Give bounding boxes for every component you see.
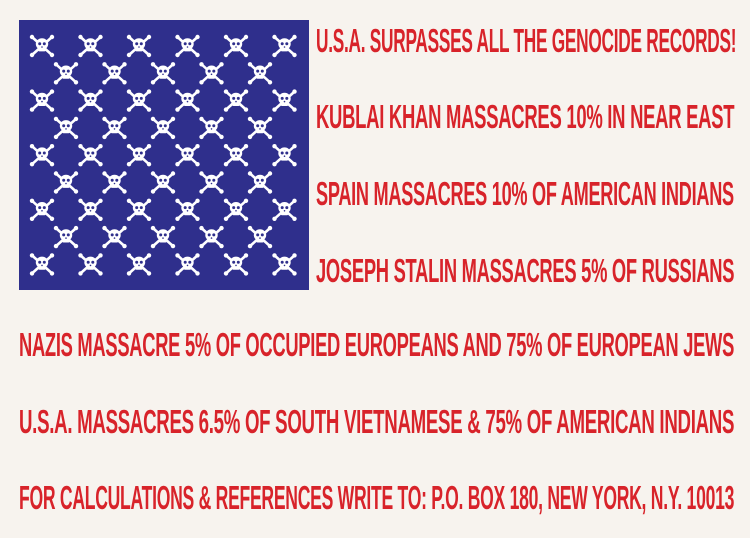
- skull-and-crossbones-icon: [29, 253, 55, 276]
- skull-and-crossbones-icon: [78, 89, 103, 112]
- skull-and-crossbones-icon: [126, 253, 152, 276]
- headline-line-6: U.S.A. MASSACRES 6.5% OF SOUTH VIETNAMES…: [19, 403, 735, 440]
- skull-and-crossbones-icon: [247, 116, 273, 140]
- skull-and-crossbones-icon: [78, 34, 103, 58]
- skull-grid: [29, 34, 297, 276]
- skull-and-crossbones-icon: [199, 171, 224, 194]
- flag-canton: [19, 20, 309, 290]
- skull-and-crossbones-icon: [247, 225, 273, 249]
- skull-and-crossbones-icon: [29, 34, 55, 58]
- skull-and-crossbones-icon: [29, 89, 55, 112]
- skull-and-crossbones-icon: [175, 198, 200, 221]
- skull-and-crossbones-icon: [272, 34, 297, 58]
- headline-line-1: U.S.A. SURPASSES ALL THE GENOCIDE RECORD…: [316, 22, 737, 59]
- skull-and-crossbones-icon: [199, 225, 224, 249]
- skull-and-crossbones-icon: [29, 144, 55, 167]
- skull-and-crossbones-icon: [102, 62, 127, 85]
- skull-and-crossbones-icon: [272, 198, 297, 221]
- skull-and-crossbones-icon: [199, 62, 224, 85]
- skull-and-crossbones-icon: [126, 198, 152, 221]
- skull-and-crossbones-icon: [102, 171, 127, 194]
- skull-and-crossbones-icon: [53, 225, 79, 249]
- skull-and-crossbones-icon: [247, 62, 273, 85]
- headline-line-3: SPAIN MASSACRES 10% OF AMERICAN INDIANS: [316, 175, 734, 212]
- skull-and-crossbones-icon: [175, 144, 200, 167]
- skull-and-crossbones-icon: [247, 171, 273, 194]
- headline-line-2: KUBLAI KHAN MASSACRES 10% IN NEAR EAST: [316, 98, 735, 135]
- skull-and-crossbones-icon: [78, 198, 103, 221]
- skull-and-crossbones-icon: [126, 34, 152, 58]
- skull-and-crossbones-icon: [272, 144, 297, 167]
- skull-and-crossbones-icon: [150, 62, 176, 85]
- skull-and-crossbones-icon: [126, 89, 152, 112]
- skull-and-crossbones-icon: [223, 144, 249, 167]
- skull-and-crossbones-icon: [223, 89, 249, 112]
- skull-and-crossbones-icon: [150, 225, 176, 249]
- skull-and-crossbones-icon: [175, 34, 200, 58]
- skull-and-crossbones-icon: [78, 144, 103, 167]
- skull-and-crossbones-icon: [223, 34, 249, 58]
- headline-line-7: FOR CALCULATIONS & REFERENCES WRITE TO: …: [19, 479, 735, 516]
- skull-and-crossbones-icon: [150, 116, 176, 140]
- skull-and-crossbones-icon: [102, 116, 127, 140]
- headline-line-5: NAZIS MASSACRE 5% OF OCCUPIED EUROPEANS …: [19, 326, 735, 363]
- skull-and-crossbones-icon: [53, 171, 79, 194]
- skull-and-crossbones-icon: [223, 198, 249, 221]
- skull-and-crossbones-icon: [272, 253, 297, 276]
- skull-and-crossbones-icon: [78, 253, 103, 276]
- skull-and-crossbones-icon: [175, 89, 200, 112]
- skull-and-crossbones-icon: [150, 171, 176, 194]
- skull-and-crossbones-icon: [223, 253, 249, 276]
- skull-and-crossbones-icon: [199, 116, 224, 140]
- skull-and-crossbones-icon: [29, 198, 55, 221]
- skull-and-crossbones-icon: [175, 253, 200, 276]
- skull-and-crossbones-icon: [272, 89, 297, 112]
- skull-and-crossbones-icon: [53, 116, 79, 140]
- skull-and-crossbones-icon: [126, 144, 152, 167]
- skull-and-crossbones-icon: [102, 225, 127, 249]
- headline-line-4: JOSEPH STALIN MASSACRES 5% OF RUSSIANS: [316, 252, 735, 289]
- skull-and-crossbones-icon: [53, 62, 79, 85]
